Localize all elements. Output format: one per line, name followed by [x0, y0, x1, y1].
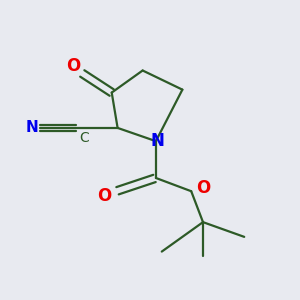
Text: O: O: [97, 187, 112, 205]
Text: N: N: [150, 132, 164, 150]
Text: N: N: [26, 120, 39, 135]
Text: O: O: [196, 179, 210, 197]
Text: O: O: [66, 57, 81, 75]
Text: C: C: [79, 131, 88, 145]
